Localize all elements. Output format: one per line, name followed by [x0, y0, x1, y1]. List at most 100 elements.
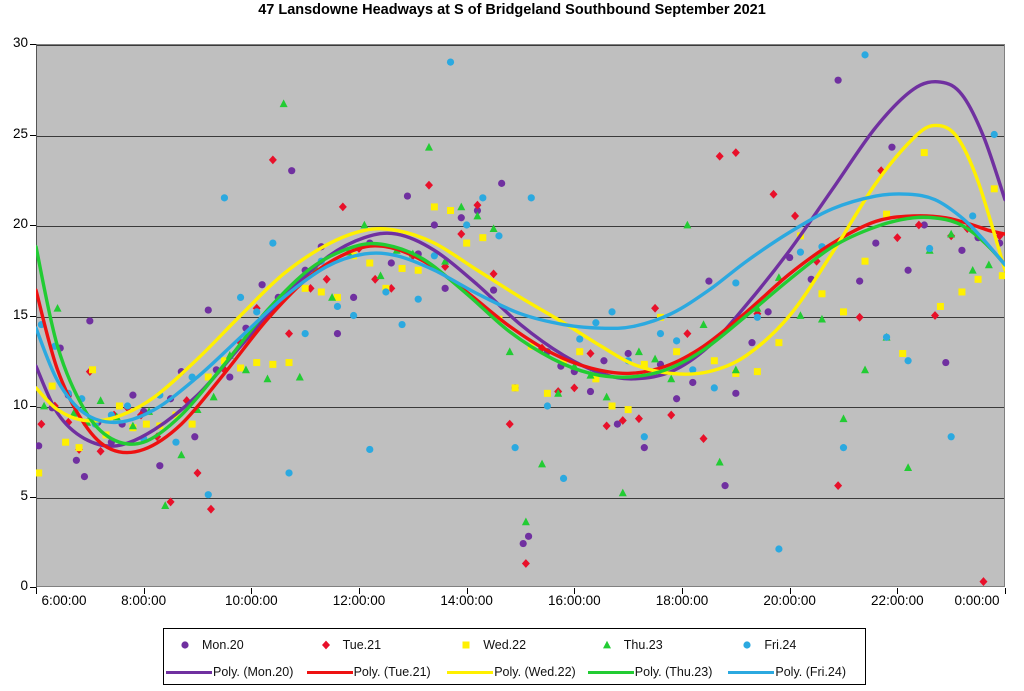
data-point-Thu.23 [861, 365, 870, 374]
data-point-Tue.21 [979, 577, 988, 586]
data-point-Tue.21 [268, 155, 277, 165]
data-point-Fri.24 [882, 333, 891, 341]
data-point-Mon.20 [834, 76, 842, 84]
data-point-Fri.24 [839, 444, 848, 452]
legend-marker-tue21[interactable]: Tue.21 [305, 631, 446, 659]
circle-glyph [743, 641, 751, 649]
square-glyph [462, 641, 470, 649]
data-point-Fri.24 [947, 433, 955, 441]
data-point-Fri.24 [285, 469, 293, 477]
trendline-swatch-icon [728, 670, 775, 674]
data-point-Tue.21 [182, 396, 191, 405]
data-point-Fri.24 [382, 288, 390, 296]
data-point-Mon.20 [350, 293, 358, 301]
data-point-Mon.20 [156, 462, 164, 470]
data-point-Thu.23 [241, 365, 250, 374]
data-point-Mon.20 [403, 192, 412, 200]
legend-marker-fri24[interactable]: Fri.24 [726, 631, 867, 659]
data-point-Mon.20 [764, 308, 772, 316]
data-point-Wed.22 [285, 359, 293, 367]
trendline-Poly. (Tue.21) [36, 214, 1005, 455]
legend-marker-mon20[interactable]: Mon.20 [164, 631, 305, 659]
data-point-Thu.23 [161, 501, 170, 509]
gridline-y-25 [37, 135, 1004, 137]
data-point-Thu.23 [177, 450, 186, 459]
data-point-Fri.24 [350, 311, 358, 320]
data-point-Wed.22 [115, 402, 123, 410]
data-point-Tue.21 [570, 383, 579, 393]
data-point-Tue.21 [753, 309, 762, 319]
data-point-Wed.22 [753, 368, 761, 376]
data-point-Wed.22 [990, 185, 998, 193]
data-point-Wed.22 [543, 389, 551, 397]
trendline-swatch-icon [447, 670, 494, 674]
data-point-Fri.24 [710, 384, 718, 392]
data-point-Wed.22 [398, 264, 406, 272]
data-point-Wed.22 [479, 234, 487, 242]
data-point-Fri.24 [576, 335, 584, 343]
chart-title: 47 Lansdowne Headways at S of Bridgeland… [258, 2, 766, 18]
circle-marker-icon [174, 638, 196, 652]
data-point-Thu.23 [947, 229, 956, 238]
data-point-Fri.24 [366, 445, 374, 454]
data-point-Mon.20 [732, 389, 740, 397]
data-point-Wed.22 [48, 382, 56, 390]
data-point-Fri.24 [204, 491, 212, 499]
data-point-Mon.20 [430, 221, 438, 229]
data-point-Tue.21 [586, 349, 595, 358]
legend-label: Tue.21 [342, 638, 382, 652]
data-point-Wed.22 [998, 272, 1005, 280]
legend-label: Poly. (Wed.22) [494, 665, 576, 679]
data-point-Fri.24 [414, 295, 422, 303]
legend-line-poly-thu23[interactable]: Poly. (Thu.23) [586, 658, 727, 686]
data-point-Wed.22 [333, 293, 341, 301]
data-point-Wed.22 [204, 373, 212, 381]
data-point-Thu.23 [360, 220, 369, 229]
data-point-Fri.24 [969, 212, 977, 220]
data-point-Fri.24 [559, 474, 568, 482]
legend-marker-thu23[interactable]: Thu.23 [586, 631, 727, 659]
legend-marker-wed22[interactable]: Wed.22 [445, 631, 586, 659]
data-point-Tue.21 [931, 311, 940, 320]
legend-label: Fri.24 [764, 638, 797, 652]
legend-label: Poly. (Thu.23) [634, 665, 713, 679]
data-point-Wed.22 [237, 364, 245, 372]
data-point-Thu.23 [904, 463, 913, 471]
data-point-Wed.22 [301, 284, 309, 292]
data-point-Fri.24 [123, 402, 132, 410]
data-point-Mon.20 [333, 330, 342, 338]
data-point-Wed.22 [974, 275, 982, 283]
data-point-Tue.21 [769, 189, 778, 199]
data-point-Fri.24 [775, 545, 783, 553]
legend-line-poly-mon20[interactable]: Poly. (Mon.20) [164, 658, 305, 686]
data-point-Wed.22 [89, 366, 97, 374]
data-point-Mon.20 [640, 444, 648, 452]
gridline-y-15 [37, 316, 1004, 318]
data-point-Tue.21 [322, 274, 331, 284]
data-point-Fri.24 [301, 330, 309, 338]
data-point-Fri.24 [640, 433, 648, 441]
legend-line-poly-fri24[interactable]: Poly. (Fri.24) [726, 658, 867, 686]
data-point-Fri.24 [269, 239, 277, 247]
data-point-Thu.23 [376, 271, 385, 280]
data-point-Mon.20 [387, 259, 395, 267]
legend-label: Poly. (Tue.21) [353, 665, 431, 679]
data-point-Fri.24 [926, 244, 934, 253]
data-point-Wed.22 [883, 210, 891, 218]
data-point-Fri.24 [796, 248, 805, 256]
data-point-Tue.21 [634, 414, 643, 424]
data-point-Tue.21 [505, 419, 514, 429]
plot-area [36, 44, 1005, 587]
legend-line-poly-tue21[interactable]: Poly. (Tue.21) [305, 658, 446, 686]
data-point-Wed.22 [710, 357, 718, 365]
data-point-Wed.22 [673, 348, 681, 356]
data-point-Tue.21 [791, 211, 800, 221]
data-point-Mon.20 [473, 206, 482, 215]
data-point-Thu.23 [839, 414, 848, 423]
data-point-Mon.20 [258, 281, 266, 289]
data-point-Fri.24 [861, 51, 869, 59]
data-point-Thu.23 [731, 365, 740, 374]
data-point-Wed.22 [958, 288, 966, 296]
legend-line-poly-wed22[interactable]: Poly. (Wed.22) [445, 658, 586, 686]
